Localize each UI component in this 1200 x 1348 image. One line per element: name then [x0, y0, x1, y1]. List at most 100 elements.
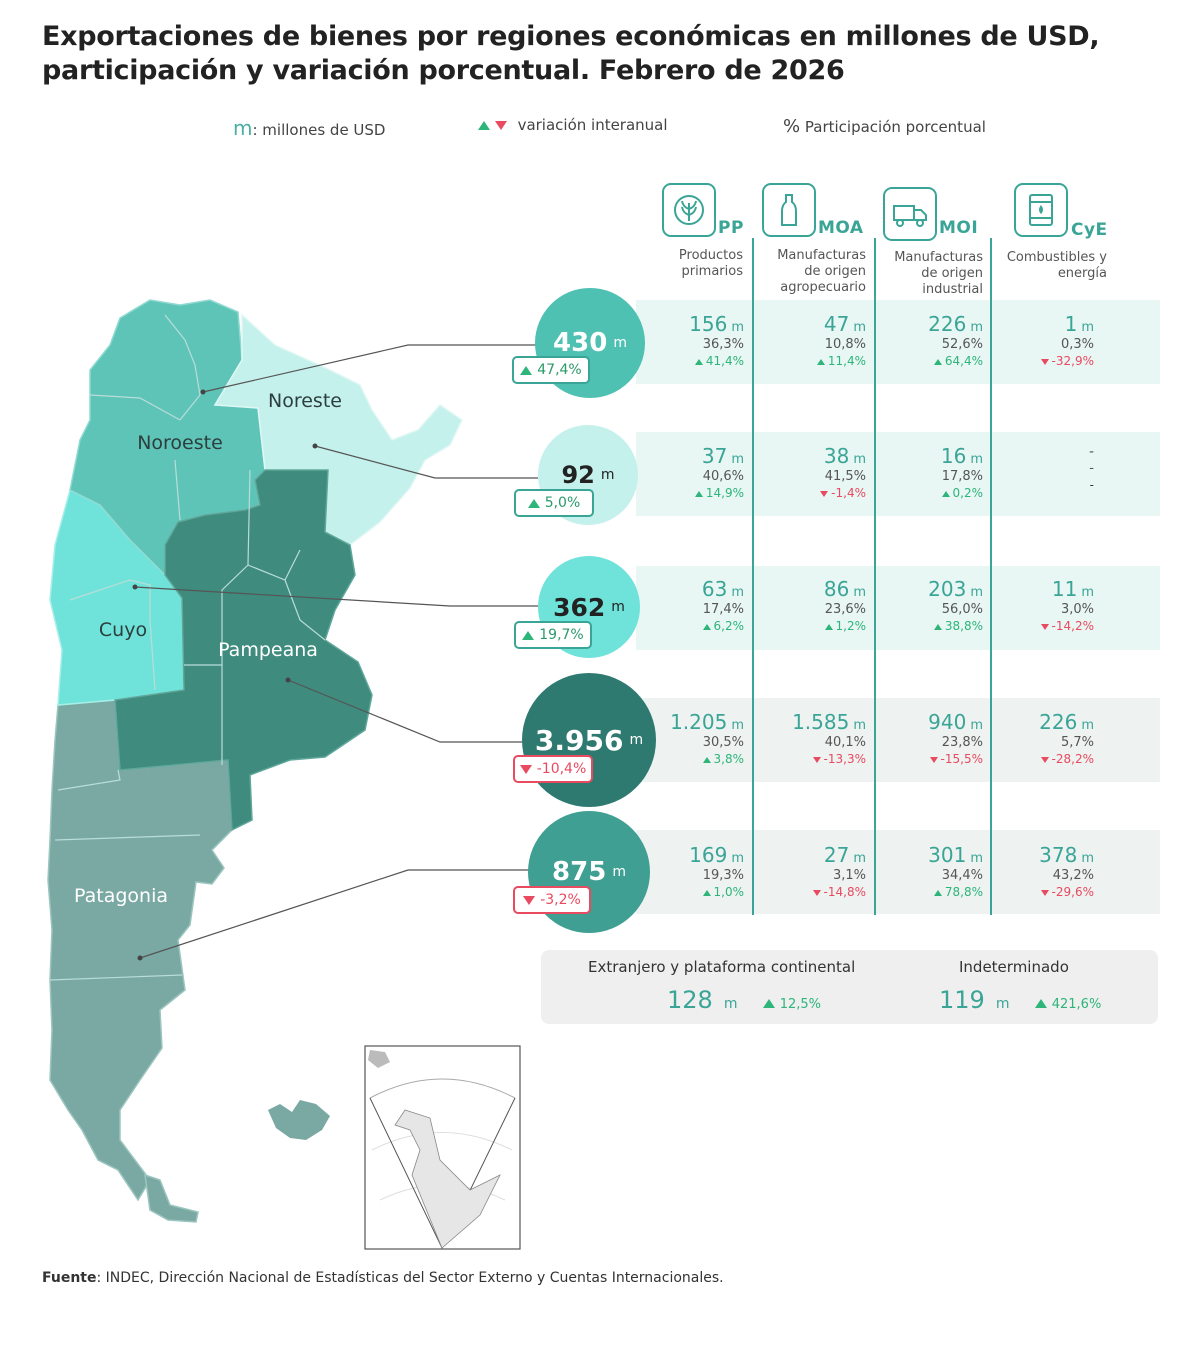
marker-patagonia	[137, 955, 143, 961]
variation-badge-noreste: 5,0%	[514, 489, 594, 517]
cell-share: 23,8%	[941, 735, 983, 750]
cell-unit: m	[970, 851, 983, 866]
cell-variation: -	[1089, 478, 1094, 492]
table-cell: 226 m 52,6% 64,4%	[883, 312, 983, 368]
up-arrow-icon	[816, 358, 825, 365]
row-band-cuyo	[636, 566, 1160, 650]
cell-variation: 38,8%	[883, 619, 983, 633]
column-icon-cye	[1014, 183, 1068, 237]
legend-share-label: Participación porcentual	[804, 118, 986, 136]
column-desc-pp: Productos primarios	[678, 248, 743, 279]
cell-value: 1.585 m	[792, 710, 866, 734]
table-cell: 47 m 10,8% 11,4%	[766, 312, 866, 368]
cell-share: 34,4%	[941, 868, 983, 883]
cell-share: 17,8%	[941, 469, 983, 484]
variation-badge-patagonia: -3,2%	[513, 886, 591, 914]
table-cell: 63 m 17,4% 6,2%	[644, 577, 744, 633]
malvinas-islands	[268, 1100, 330, 1140]
up-arrow-icon	[933, 889, 942, 896]
inset-arc	[371, 1132, 513, 1151]
table-cell: 1 m 0,3% -32,9%	[994, 312, 1094, 368]
table-cell: 38 m 41,5% -1,4%	[766, 444, 866, 500]
cell-value: 37 m	[701, 444, 744, 468]
total-circle-pampeana: 3.956 m	[522, 673, 656, 807]
truck-icon	[893, 205, 927, 227]
variation-badge-noroeste: 47,4%	[512, 356, 590, 384]
source-text: : INDEC, Dirección Nacional de Estadísti…	[96, 1270, 724, 1286]
cell-variation: -13,3%	[766, 752, 866, 766]
up-arrow-icon	[702, 756, 711, 763]
region-patagonia	[47, 699, 233, 1202]
cell-unit: m	[853, 851, 866, 866]
cell-share: 17,4%	[702, 602, 744, 617]
cell-value: 378 m	[1039, 843, 1094, 867]
row-band-pampeana	[636, 698, 1160, 782]
cell-share: 0,3%	[1060, 337, 1094, 352]
cell-value: 226 m	[928, 312, 983, 336]
cell-variation: -32,9%	[994, 354, 1094, 368]
extra-label-undetermined: Indeterminado	[959, 958, 1069, 976]
variation-badge-cuyo: 19,7%	[514, 621, 592, 649]
up-arrow-icon	[527, 498, 540, 508]
cell-unit: m	[970, 718, 983, 733]
down-arrow-icon	[929, 756, 938, 763]
cell-unit: m	[970, 585, 983, 600]
cell-share: 5,7%	[1060, 735, 1094, 750]
percent-icon: %	[783, 116, 801, 137]
down-arrow-icon	[812, 889, 821, 896]
cell-share: 52,6%	[941, 337, 983, 352]
column-divider	[874, 238, 876, 915]
total-unit: m	[613, 335, 627, 351]
table-cell: 378 m 43,2% -29,6%	[994, 843, 1094, 899]
inset-landmass	[394, 1109, 501, 1249]
cell-variation: 14,9%	[644, 486, 744, 500]
cell-variation: 78,8%	[883, 885, 983, 899]
down-arrow-icon	[494, 121, 507, 130]
cell-unit: m	[1081, 585, 1094, 600]
cell-unit: m	[731, 452, 744, 467]
cell-variation: 0,2%	[883, 486, 983, 500]
cell-variation: -1,4%	[766, 486, 866, 500]
province-borders	[49, 314, 326, 981]
down-arrow-icon	[1040, 358, 1049, 365]
cell-value: 27 m	[823, 843, 866, 867]
up-arrow-icon	[1034, 999, 1047, 1008]
cell-variation: 11,4%	[766, 354, 866, 368]
total-unit: m	[600, 467, 615, 483]
table-cell: 37 m 40,6% 14,9%	[644, 444, 744, 500]
up-arrow-icon	[933, 623, 942, 630]
label-cuyo: Cuyo	[99, 619, 147, 641]
plant-icon	[674, 195, 704, 225]
cell-share: 36,3%	[702, 337, 744, 352]
cell-value: 47 m	[823, 312, 866, 336]
extra-value-undetermined: 119 m 421,6%	[939, 986, 1102, 1014]
marker-cuyo	[132, 584, 138, 590]
cell-variation: 3,8%	[644, 752, 744, 766]
marker-noreste	[312, 443, 318, 449]
total-value: 875	[552, 857, 607, 887]
up-arrow-icon	[520, 365, 533, 375]
marker-pampeana	[285, 677, 291, 683]
total-unit: m	[612, 864, 626, 880]
cell-value: 11 m	[1051, 577, 1094, 601]
cell-share: 3,0%	[1060, 602, 1094, 617]
region-pampeana	[114, 469, 373, 832]
column-divider	[752, 238, 754, 915]
legend-variation: variación interanual	[478, 116, 668, 134]
column-code-moi: MOI	[939, 218, 979, 238]
up-arrow-icon	[694, 358, 703, 365]
cell-variation: -14,8%	[766, 885, 866, 899]
total-value: 92	[561, 461, 595, 489]
antarctica-inset	[364, 1045, 521, 1250]
page-title: Exportaciones de bienes por regiones eco…	[42, 21, 1100, 86]
down-arrow-icon	[1040, 889, 1049, 896]
column-desc-moi: Manufacturas de origen industrial	[894, 250, 983, 297]
cell-share: 56,0%	[941, 602, 983, 617]
up-arrow-icon	[824, 623, 833, 630]
bottle-icon	[781, 194, 797, 226]
cell-value: 38 m	[823, 444, 866, 468]
cell-share: 43,2%	[1052, 868, 1094, 883]
source-footer: Fuente: INDEC, Dirección Nacional de Est…	[42, 1270, 724, 1286]
inset-south-america-tip	[368, 1050, 390, 1068]
cell-share: 41,5%	[824, 469, 866, 484]
